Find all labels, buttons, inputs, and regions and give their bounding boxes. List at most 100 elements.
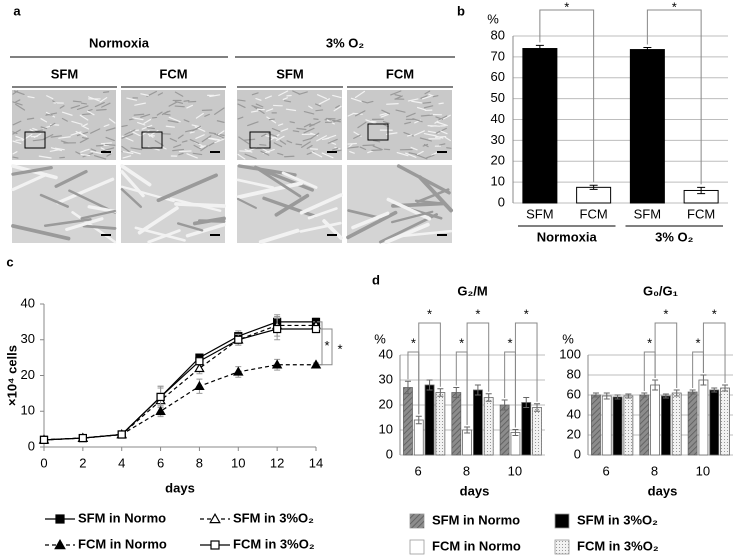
- marker: [311, 324, 321, 334]
- cell: [163, 113, 171, 116]
- cell: [276, 135, 285, 141]
- y-tick-label: 0: [574, 446, 581, 461]
- cell: [422, 101, 432, 104]
- cell: [54, 169, 88, 188]
- y-axis-label: %: [562, 331, 574, 346]
- cell: [174, 202, 226, 208]
- cell: [438, 115, 448, 121]
- cell: [185, 222, 226, 238]
- cell: [351, 211, 390, 230]
- inset-box: [367, 123, 389, 141]
- x-tick-label: 14: [309, 455, 323, 470]
- cell: [176, 222, 204, 232]
- x-axis-label: days: [460, 483, 490, 498]
- x-tick-label: 12: [270, 455, 284, 470]
- y-tick-label: 30: [21, 331, 35, 346]
- cell: [210, 137, 221, 141]
- significance-bracket: [702, 322, 726, 383]
- cell: [428, 93, 435, 97]
- cell: [49, 122, 56, 127]
- cell: [423, 132, 437, 137]
- cell: [90, 150, 103, 155]
- y-tick-label: 10: [379, 421, 393, 436]
- micrograph: [121, 90, 225, 160]
- cell: [247, 121, 259, 127]
- bar-pattern: [591, 395, 601, 455]
- cell: [321, 137, 330, 141]
- error-bar: [501, 399, 508, 411]
- y-axis-label: %: [374, 331, 386, 346]
- y-tick-label: 40: [491, 111, 505, 126]
- cell: [11, 172, 48, 192]
- cell: [82, 224, 117, 230]
- cell: [372, 139, 381, 143]
- cell: [65, 217, 104, 232]
- cell: [194, 126, 206, 132]
- cell: [105, 143, 116, 146]
- bar: [462, 429, 473, 456]
- inset-box: [141, 131, 163, 149]
- cell: [178, 150, 192, 153]
- cell: [316, 135, 328, 142]
- cell: [417, 150, 424, 156]
- y-tick-label: 60: [567, 386, 581, 401]
- cell: [273, 142, 283, 148]
- x-tick-label: 6: [157, 455, 164, 470]
- marker: [156, 392, 165, 402]
- cell: [156, 111, 163, 116]
- cell: [237, 116, 244, 120]
- cell: [70, 131, 82, 136]
- cell: [137, 206, 179, 235]
- cell: [444, 136, 451, 142]
- y-tick-label: 40: [21, 295, 35, 310]
- cell: [372, 145, 383, 151]
- marker: [271, 359, 283, 369]
- bar: [709, 389, 720, 456]
- y-tick-label: 0: [498, 194, 505, 209]
- cell: [390, 90, 402, 96]
- cell: [27, 96, 35, 99]
- cell: [143, 118, 151, 125]
- cell: [404, 121, 412, 125]
- error-bar: [485, 393, 492, 402]
- bar-pattern: [720, 388, 730, 455]
- error-bar: [523, 397, 530, 408]
- cell: [281, 171, 318, 189]
- cell: [265, 108, 274, 112]
- cell: [264, 95, 272, 100]
- error-bar: [415, 415, 422, 425]
- cell: [201, 135, 212, 143]
- cell: [75, 130, 86, 137]
- cell: [243, 138, 256, 141]
- cell: [426, 154, 435, 159]
- cell: [440, 130, 448, 135]
- cell: [99, 96, 108, 103]
- error-bar: [700, 374, 707, 386]
- y-tick-label: 40: [379, 346, 393, 361]
- x-tick-label: 2: [79, 455, 86, 470]
- cell: [167, 119, 179, 123]
- y-tick-label: 30: [491, 132, 505, 147]
- cell: [35, 129, 44, 133]
- x-tick-label: 8: [651, 463, 658, 478]
- error-bar: [711, 387, 718, 393]
- significance-star: *: [459, 335, 464, 350]
- cell: [140, 93, 149, 96]
- cell: [79, 114, 89, 121]
- cell: [100, 142, 113, 145]
- significance-star: *: [411, 335, 416, 350]
- cell: [380, 113, 389, 118]
- cell: [346, 210, 398, 240]
- cell: [120, 164, 152, 187]
- error-bar: [643, 46, 652, 53]
- medium-label: SFM: [276, 66, 303, 81]
- cell: [15, 99, 21, 103]
- cell: [285, 108, 297, 112]
- bar-pattern: [484, 397, 494, 455]
- error-bar: [662, 393, 669, 399]
- cell: [12, 140, 22, 145]
- cell: [436, 121, 448, 127]
- bar-pattern: [639, 395, 649, 455]
- cell: [43, 218, 92, 228]
- cell: [420, 114, 433, 117]
